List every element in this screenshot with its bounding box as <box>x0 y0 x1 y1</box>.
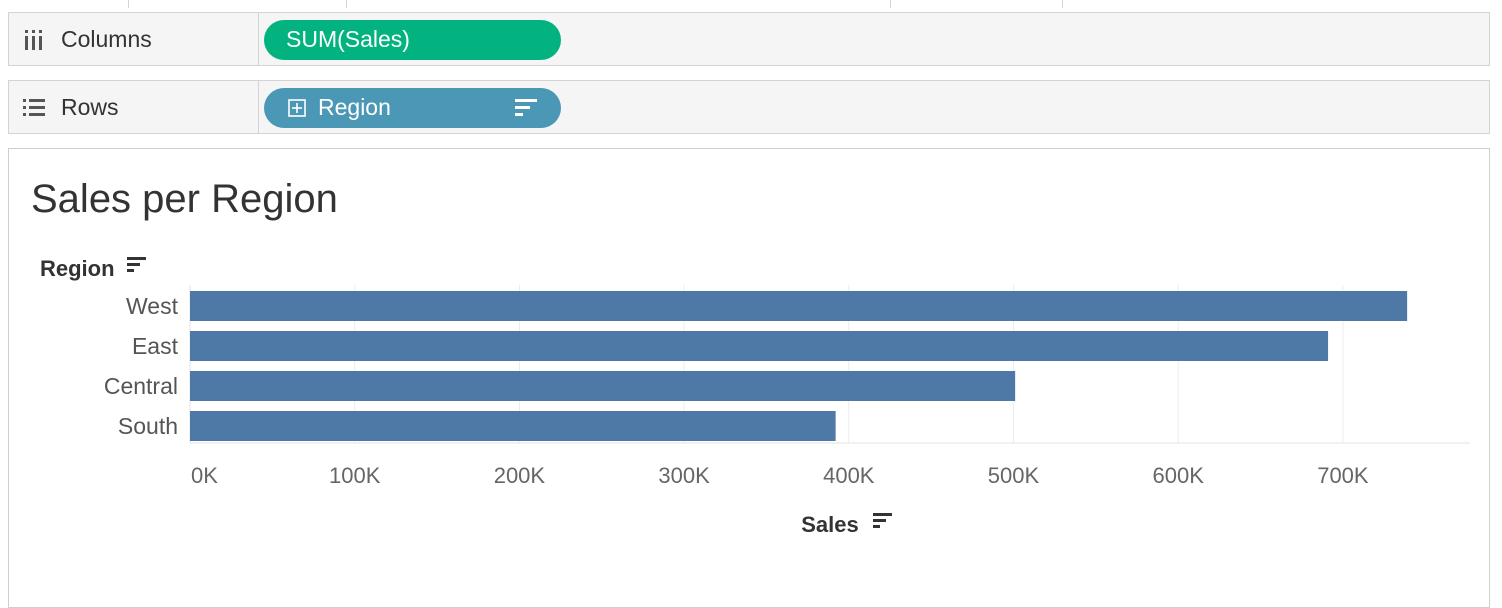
divider <box>346 0 347 8</box>
rows-shelf[interactable]: Rows Region <box>8 80 1490 134</box>
bar-west <box>190 291 1408 321</box>
category-label: South <box>118 413 178 439</box>
divider <box>128 0 129 8</box>
rows-icon <box>23 99 45 116</box>
columns-label: Columns <box>61 26 152 52</box>
viz-title: Sales per Region <box>31 177 338 221</box>
tick-label: 500K <box>988 463 1040 488</box>
sum-sales-pill-label: SUM(Sales) <box>286 26 410 52</box>
rows-label: Rows <box>61 94 119 120</box>
tick-label: 100K <box>329 463 381 488</box>
region-pill[interactable]: Region <box>264 88 561 128</box>
bar-central <box>190 371 1016 401</box>
top-strip <box>0 0 1502 10</box>
sum-sales-pill[interactable]: SUM(Sales) <box>264 20 561 60</box>
sort-icon[interactable] <box>873 513 892 528</box>
divider <box>1062 0 1063 8</box>
y-axis-title: Region <box>40 256 115 281</box>
expand-icon[interactable] <box>288 99 306 117</box>
region-pill-label: Region <box>318 94 391 120</box>
columns-shelf[interactable]: Columns SUM(Sales) <box>8 12 1490 66</box>
viz-pane: Sales per Region West East Central South 0K 1… <box>8 148 1490 608</box>
x-axis-title: Sales <box>801 512 859 537</box>
tick-label: 0K <box>191 463 218 488</box>
category-label: Central <box>104 373 178 399</box>
bar-east <box>190 331 1329 361</box>
bar-south <box>190 411 836 441</box>
tick-label: 600K <box>1153 463 1205 488</box>
rows-shelf-label: Rows <box>9 81 259 133</box>
columns-shelf-label: Columns <box>9 13 259 65</box>
category-label: West <box>126 293 179 319</box>
category-label: East <box>132 333 179 359</box>
sort-icon[interactable] <box>127 257 146 272</box>
bar-chart: West East Central South 0K 100K 200K 300K 400K 50… <box>40 256 1470 537</box>
tick-label: 400K <box>823 463 875 488</box>
divider <box>890 0 891 8</box>
sort-descending-icon[interactable] <box>515 98 537 118</box>
tick-label: 200K <box>494 463 546 488</box>
tick-label: 700K <box>1317 463 1369 488</box>
tick-label: 300K <box>658 463 710 488</box>
columns-icon <box>25 30 42 50</box>
